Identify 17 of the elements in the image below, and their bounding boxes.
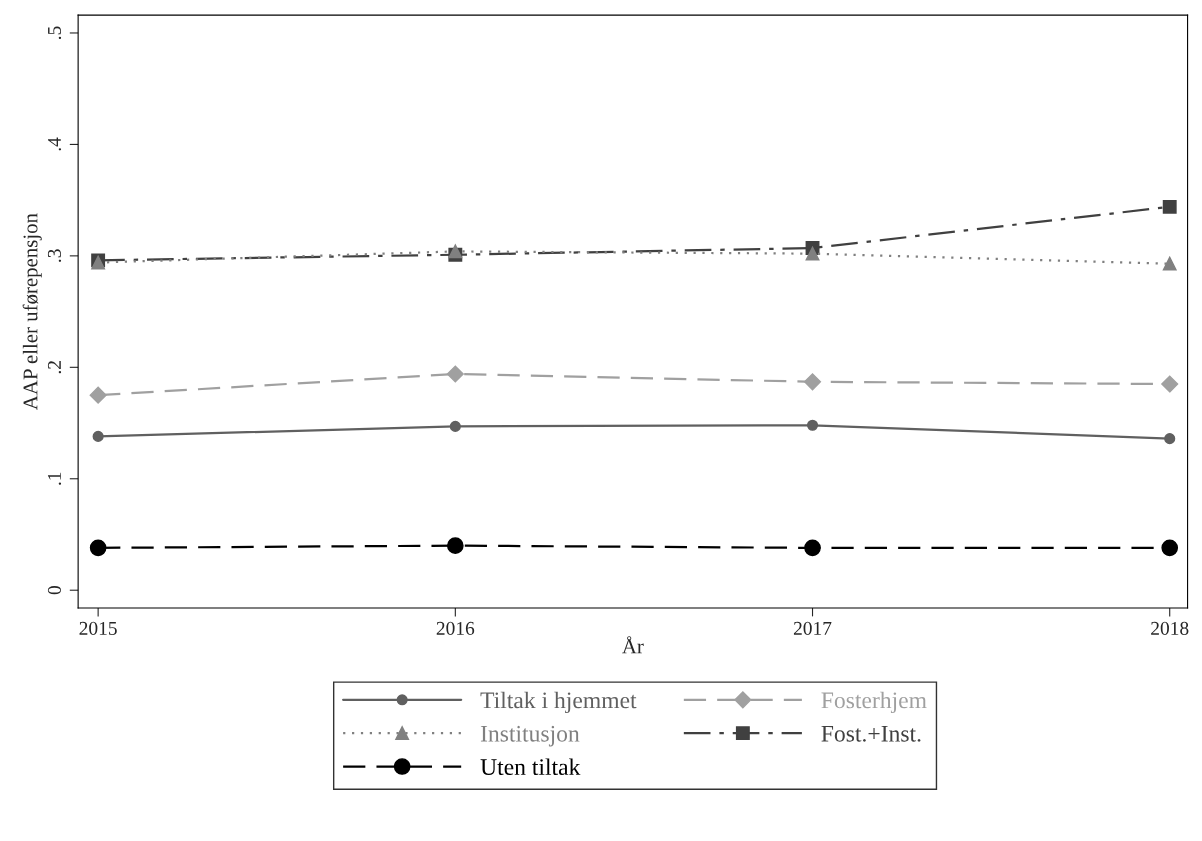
x-tick-label: 2015 bbox=[79, 621, 117, 635]
x-tick-label: 2016 bbox=[436, 621, 475, 635]
text: Fost.+Inst. bbox=[821, 725, 921, 742]
text: Uten tiltak bbox=[480, 758, 581, 776]
y-tick-label: .4 bbox=[47, 137, 62, 151]
x-tick-label: 2017 bbox=[793, 621, 832, 635]
text: Tiltak i hjemmet bbox=[480, 691, 637, 714]
y-tick-label: .2 bbox=[47, 361, 62, 374]
y-tick-label: .3 bbox=[47, 249, 62, 262]
text: Fosterhjem bbox=[821, 691, 927, 714]
y-axis-title: AAP eller uførepensjon bbox=[22, 213, 42, 410]
y-tick-label: .1 bbox=[47, 472, 62, 485]
x-axis-title: År bbox=[622, 636, 644, 654]
text: Institusjon bbox=[480, 725, 580, 747]
y-tick-label: .5 bbox=[48, 26, 62, 39]
x-tick-label: 2018 bbox=[1151, 621, 1189, 635]
y-tick-label: 0 bbox=[47, 586, 61, 595]
